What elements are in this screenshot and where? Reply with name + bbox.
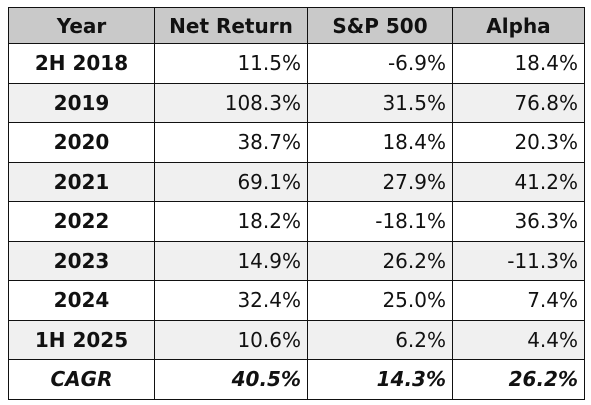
table-row: 2022 18.2% -18.1% 36.3% xyxy=(8,201,585,242)
header-sp500: S&P 500 xyxy=(307,7,453,44)
cell-alpha: 4.4% xyxy=(452,319,585,360)
header-net-return: Net Return xyxy=(154,7,308,44)
cell-alpha: 18.4% xyxy=(452,43,585,84)
table-row: 2023 14.9% 26.2% -11.3% xyxy=(8,240,585,281)
cell-net-return: 14.9% xyxy=(154,240,308,281)
cell-sp500: 31.5% xyxy=(307,82,453,123)
cell-alpha: 76.8% xyxy=(452,82,585,123)
cell-sp500: 18.4% xyxy=(307,122,453,163)
cell-year: 2022 xyxy=(8,201,155,242)
cell-alpha: 41.2% xyxy=(452,161,585,202)
header-alpha: Alpha xyxy=(452,7,585,44)
cell-year: 2021 xyxy=(8,161,155,202)
cell-alpha: -11.3% xyxy=(452,240,585,281)
header-year: Year xyxy=(8,7,155,44)
cell-year: 1H 2025 xyxy=(8,319,155,360)
cell-year: 2023 xyxy=(8,240,155,281)
table-row: 2H 2018 11.5% -6.9% 18.4% xyxy=(8,43,585,84)
cell-net-return: 69.1% xyxy=(154,161,308,202)
table-body: 2H 2018 11.5% -6.9% 18.4% 2019 108.3% 31… xyxy=(8,43,585,360)
cell-net-return: 18.2% xyxy=(154,201,308,242)
header-row: Year Net Return S&P 500 Alpha xyxy=(8,7,585,44)
cell-sp500: 26.2% xyxy=(307,240,453,281)
cell-alpha: 36.3% xyxy=(452,201,585,242)
cell-net-return: 10.6% xyxy=(154,319,308,360)
table-summary: CAGR 40.5% 14.3% 26.2% xyxy=(8,359,585,400)
cell-net-return: 38.7% xyxy=(154,122,308,163)
cell-sp500: 6.2% xyxy=(307,319,453,360)
cell-sp500: -6.9% xyxy=(307,43,453,84)
table-row: 2019 108.3% 31.5% 76.8% xyxy=(8,82,585,123)
cell-sp500: 27.9% xyxy=(307,161,453,202)
returns-table: Year Net Return S&P 500 Alpha 2H 2018 11… xyxy=(8,7,585,400)
cell-cagr-sp500: 14.3% xyxy=(307,359,453,400)
cell-alpha: 20.3% xyxy=(452,122,585,163)
cell-net-return: 108.3% xyxy=(154,82,308,123)
cell-net-return: 11.5% xyxy=(154,43,308,84)
returns-table-container: Year Net Return S&P 500 Alpha 2H 2018 11… xyxy=(8,7,585,400)
cell-year: 2020 xyxy=(8,122,155,163)
table-row: 2020 38.7% 18.4% 20.3% xyxy=(8,122,585,163)
cell-net-return: 32.4% xyxy=(154,280,308,321)
cell-year: 2H 2018 xyxy=(8,43,155,84)
cell-year: 2024 xyxy=(8,280,155,321)
cell-cagr-label: CAGR xyxy=(8,359,155,400)
cell-alpha: 7.4% xyxy=(452,280,585,321)
cagr-row: CAGR 40.5% 14.3% 26.2% xyxy=(8,359,585,400)
table-row: 2021 69.1% 27.9% 41.2% xyxy=(8,161,585,202)
cell-cagr-net-return: 40.5% xyxy=(154,359,308,400)
table-header: Year Net Return S&P 500 Alpha xyxy=(8,7,585,44)
cell-cagr-alpha: 26.2% xyxy=(452,359,585,400)
table-row: 2024 32.4% 25.0% 7.4% xyxy=(8,280,585,321)
cell-sp500: -18.1% xyxy=(307,201,453,242)
table-row: 1H 2025 10.6% 6.2% 4.4% xyxy=(8,319,585,360)
cell-year: 2019 xyxy=(8,82,155,123)
cell-sp500: 25.0% xyxy=(307,280,453,321)
